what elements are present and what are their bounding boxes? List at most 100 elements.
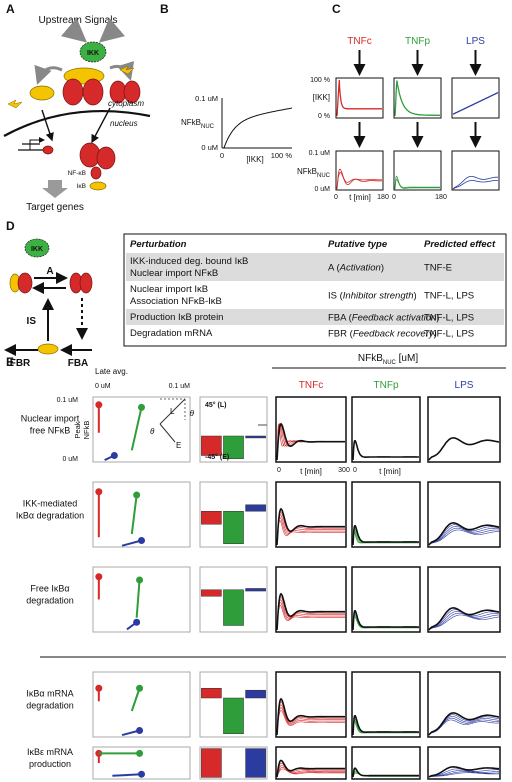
timecourse-curve <box>276 514 345 546</box>
table-cell: TNF-L, LPS <box>424 329 474 340</box>
x-tick-label: 0 <box>353 467 357 474</box>
row-label: Free IκBα <box>30 584 69 594</box>
angle-bar <box>223 697 244 734</box>
stimulus-label: LPS <box>466 36 485 47</box>
table-header: Perturbation <box>130 239 187 250</box>
y-tick-label: 100 % <box>310 77 330 84</box>
angle-bar <box>245 748 266 778</box>
ikk-curve <box>452 92 499 115</box>
target-genes: Target genes <box>26 202 84 213</box>
nfkb-curve <box>336 168 382 190</box>
bar-axis-label: -45° (E) <box>205 453 229 461</box>
nfkb <box>123 80 141 104</box>
lollipop-head <box>133 618 141 626</box>
angle-bar <box>245 435 266 439</box>
row-label: production <box>29 759 71 769</box>
timecourse-reference <box>276 507 345 546</box>
row-label: Nuclear import <box>21 414 80 424</box>
timecourse-curve <box>276 710 345 736</box>
nuclear-membrane <box>3 109 151 137</box>
text-part: FBR ( <box>328 329 354 340</box>
timecourse-box <box>275 566 347 633</box>
table-cell: Nuclear import IκB <box>130 284 208 295</box>
text-part: NFkB <box>297 167 317 176</box>
stimulus-label: TNFp <box>405 36 430 47</box>
timecourse-curve <box>276 602 345 631</box>
stimulus-label: TNFp <box>374 380 399 391</box>
timecourse-box <box>427 481 501 548</box>
timecourse-reference <box>428 607 500 631</box>
table-cell: IS (Inhibitor strength) <box>328 291 417 302</box>
timecourse-reference <box>276 592 345 631</box>
angle-bar <box>223 589 244 626</box>
timecourse-curve <box>428 437 500 461</box>
plot-box <box>393 150 442 191</box>
lollipop-stem <box>130 407 143 451</box>
y-axis-label: [IKK] <box>313 93 330 102</box>
angle-bar <box>223 435 244 459</box>
timecourse-box <box>351 566 421 633</box>
timecourse-curve <box>276 605 345 631</box>
dose-response <box>222 107 293 149</box>
angle-bar <box>223 511 244 544</box>
y-tick-label: 0 uM <box>314 186 330 193</box>
table-cell: TNF-E <box>424 263 452 274</box>
timecourse-curve <box>352 616 419 631</box>
timecourse-curve <box>428 771 500 778</box>
arrow-label: FBA <box>68 358 89 369</box>
text-part: ) <box>436 313 439 324</box>
timecourse-curve <box>428 437 500 461</box>
table-cell: Degradation mRNA <box>130 328 213 339</box>
scatter-box <box>92 396 191 463</box>
row-label: degradation <box>26 701 74 711</box>
nfkb <box>79 272 93 294</box>
angle-line <box>159 398 186 425</box>
text-part: A ( <box>328 263 340 274</box>
table-row-bg <box>126 309 504 325</box>
nfkb-curve <box>394 175 440 190</box>
fragment <box>7 99 23 109</box>
cytoplasm-label: cytoplasm <box>108 99 144 108</box>
timecourse-box <box>351 671 421 738</box>
table-cell: TNF-L, LPS <box>424 313 474 324</box>
scatter-box <box>92 671 191 738</box>
y-axis-label: NFkB <box>82 421 91 440</box>
row-label: IKK-mediated <box>23 499 78 509</box>
text-part: NUC <box>383 360 397 366</box>
nfkb <box>17 272 33 294</box>
arrow-label: A <box>46 266 53 277</box>
text-part: NFkB <box>358 353 383 364</box>
panel-label: E <box>6 355 14 369</box>
text-part: FBA ( <box>328 313 353 324</box>
x-tick-label: 300 <box>338 467 350 474</box>
timecourse-reference <box>352 609 419 631</box>
legend-swatch <box>89 181 107 191</box>
lollipop-head <box>110 452 118 459</box>
angle-bar <box>201 435 222 456</box>
lollipop-head <box>95 401 103 409</box>
timecourse-curve <box>428 612 499 631</box>
panel-label: C <box>332 2 341 16</box>
y-tick-label: 0 uM <box>62 456 78 463</box>
panel-label: B <box>160 2 169 16</box>
table-cell: FBR (Feedback recovery) <box>328 329 437 340</box>
fragment <box>119 65 135 75</box>
timecourse-reference <box>352 714 419 736</box>
lollipop-head <box>136 749 144 757</box>
text-part: NUC <box>201 124 215 130</box>
text-part: IS ( <box>328 291 344 302</box>
timecourse-box <box>427 566 501 633</box>
ikk-curve <box>336 79 382 117</box>
table-frame <box>123 233 507 347</box>
ikk-node <box>79 41 107 63</box>
lollipop-stem <box>135 579 141 618</box>
timecourse-curve <box>352 531 419 546</box>
x-axis-label: [IKK] <box>246 155 263 164</box>
lollipop-head <box>136 576 144 584</box>
table-header: Predicted effect <box>424 239 496 250</box>
nfkb-curve <box>452 180 498 190</box>
timecourse-box <box>275 481 347 548</box>
timecourse-curve <box>428 614 500 631</box>
timecourse-reference <box>428 765 499 778</box>
y-tick-label: 0 uM <box>201 143 218 152</box>
